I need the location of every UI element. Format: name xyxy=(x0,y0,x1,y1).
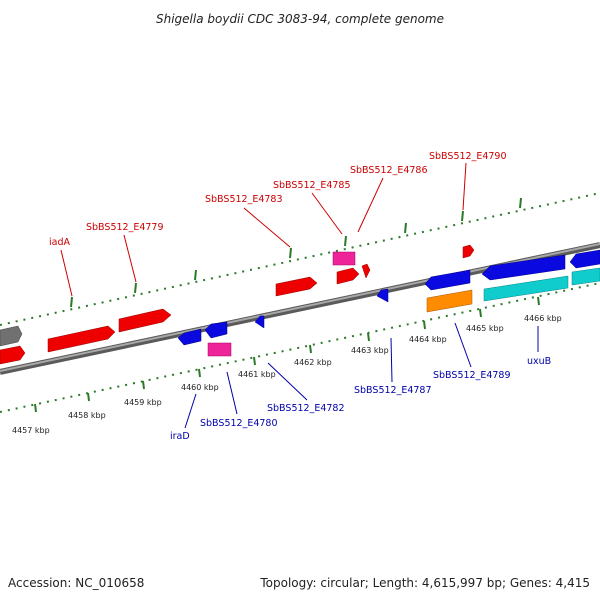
gene-gray[interactable] xyxy=(0,325,23,347)
kbp-label: 4464 kbp xyxy=(409,335,447,344)
gene-magenta-1[interactable] xyxy=(332,251,356,266)
map-title: Shigella boydii CDC 3083-94, complete ge… xyxy=(156,12,444,26)
gene-label-forward[interactable]: SbBS512_E4783 xyxy=(205,194,283,205)
gene-red-6[interactable] xyxy=(361,263,371,279)
gene-blue-2[interactable] xyxy=(204,321,228,339)
gene-red-7[interactable] xyxy=(462,244,475,259)
gene-label-reverse[interactable]: SbBS512_E4780 xyxy=(200,418,278,429)
gene-blue-7[interactable] xyxy=(569,249,600,269)
forward-leaders xyxy=(60,162,467,297)
gene-blue-1[interactable] xyxy=(177,328,202,346)
gene-orange[interactable] xyxy=(426,289,473,313)
gene-magenta-2[interactable] xyxy=(207,342,232,357)
inner-tick-ring xyxy=(0,282,600,413)
kbp-label: 4465 kbp xyxy=(466,324,504,333)
gene-red-3[interactable] xyxy=(118,308,172,333)
kbp-label: 4460 kbp xyxy=(181,383,219,392)
gene-blue-4[interactable] xyxy=(376,288,389,303)
kbp-label: 4458 kbp xyxy=(68,411,106,420)
gene-label-forward[interactable]: SbBS512_E4790 xyxy=(429,151,507,162)
reverse-leaders xyxy=(184,322,539,429)
gene-blue-3[interactable] xyxy=(254,315,265,329)
kbp-label: 4457 kbp xyxy=(12,426,50,435)
gene-label-forward[interactable]: SbBS512_E4779 xyxy=(86,222,164,233)
kbp-label: 4461 kbp xyxy=(238,370,276,379)
accession-text: Accession: NC_010658 xyxy=(8,576,145,590)
gene-blue-6[interactable] xyxy=(481,254,566,281)
kbp-label: 4462 kbp xyxy=(294,358,332,367)
gene-cyan-1[interactable] xyxy=(483,275,569,302)
outer-tick-ring xyxy=(0,192,600,326)
gene-label-reverse[interactable]: SbBS512_E4789 xyxy=(433,370,511,381)
gene-red-1[interactable] xyxy=(0,345,26,365)
gene-blue-5[interactable] xyxy=(424,269,471,291)
gene-red-5[interactable] xyxy=(336,267,360,285)
kbp-label: 4463 kbp xyxy=(351,346,389,355)
forward-labels: iadA SbBS512_E4779 SbBS512_E4783 SbBS512… xyxy=(49,151,507,248)
kbp-labels: 4457 kbp 4458 kbp 4459 kbp 4460 kbp 4461… xyxy=(12,314,562,435)
gene-label-reverse[interactable]: SbBS512_E4782 xyxy=(267,403,345,414)
gene-red-2[interactable] xyxy=(47,325,116,353)
gene-cyan-2[interactable] xyxy=(571,267,600,286)
gene-label-forward[interactable]: SbBS512_E4785 xyxy=(273,180,351,191)
reverse-labels: iraD SbBS512_E4780 SbBS512_E4782 SbBS512… xyxy=(170,356,551,442)
gene-red-4[interactable] xyxy=(275,276,318,297)
kbp-label: 4466 kbp xyxy=(524,314,562,323)
kbp-label: 4459 kbp xyxy=(124,398,162,407)
gene-label-forward[interactable]: iadA xyxy=(49,237,70,248)
gene-label-reverse[interactable]: SbBS512_E4787 xyxy=(354,385,432,396)
gene-label-reverse[interactable]: uxuB xyxy=(527,356,551,367)
gene-label-forward[interactable]: SbBS512_E4786 xyxy=(350,165,428,176)
topology-text: Topology: circular; Length: 4,615,997 bp… xyxy=(260,576,590,590)
gene-label-reverse[interactable]: iraD xyxy=(170,431,190,442)
reverse-genes xyxy=(177,249,600,357)
forward-genes xyxy=(0,244,475,365)
